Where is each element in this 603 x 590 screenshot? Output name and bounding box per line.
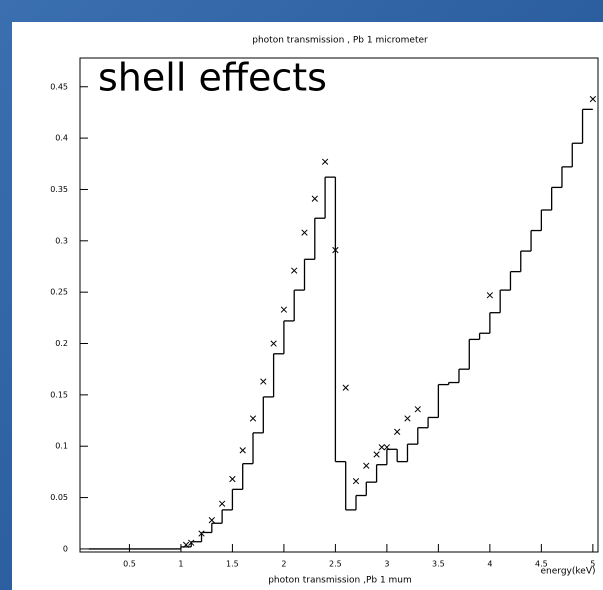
data-point [249,415,257,422]
x-tick-label: 1 [178,560,183,569]
x-tick-label: 0.5 [123,560,136,569]
y-tick-label: 0 [63,544,68,553]
chart-title: photon transmission , Pb 1 micrometer [252,36,428,46]
y-tick-label: 0.2 [55,339,68,348]
x-tick-label: 5 [590,560,595,569]
y-tick-label: 0.25 [50,288,68,297]
data-point [332,246,339,254]
data-point [373,451,380,458]
data-point [198,530,205,537]
x-tick-label: 2.5 [329,560,342,569]
x-tick-label: 2 [281,560,286,569]
plot-frame [79,57,599,553]
data-point [383,444,391,451]
data-point [291,267,298,274]
data-point [589,95,597,103]
data-point [363,462,370,469]
y-tick-label: 0.05 [50,493,68,502]
data-point [280,306,288,313]
x-tick-label: 4 [487,560,492,569]
data-point [342,384,349,391]
panel [12,22,603,590]
y-tick-label: 0.3 [55,236,68,245]
data-point [352,477,360,485]
x-axis-label: photon transmission ,Pb 1 mum [268,576,412,586]
data-point [414,406,421,413]
y-tick-label: 0.35 [50,185,68,194]
data-point [208,517,215,524]
y-tick-label: 0.15 [50,390,68,399]
data-point [260,378,267,385]
data-point [486,292,494,299]
data-point [394,428,401,435]
data-point [378,444,385,451]
data-point [239,447,246,454]
x-tick-label: 3.5 [432,560,445,569]
data-point [182,541,190,548]
data-point [404,415,411,422]
data-point [270,340,277,347]
data-point [218,500,226,507]
annotation: shell effects [98,56,327,100]
x-tick-label: 3 [384,560,389,569]
x-tick-label: 1.5 [226,560,239,569]
x-unit-label: energy(keV) [541,567,596,577]
data-point [311,195,318,202]
y-tick-label: 0.1 [55,442,68,451]
data-point [321,158,329,165]
y-tick-label: 0.4 [55,134,68,143]
x-tick-label: 4.5 [535,560,548,569]
y-tick-label: 0.45 [50,82,68,91]
data-point [301,229,308,236]
data-point [229,475,236,483]
data-point [188,539,195,546]
